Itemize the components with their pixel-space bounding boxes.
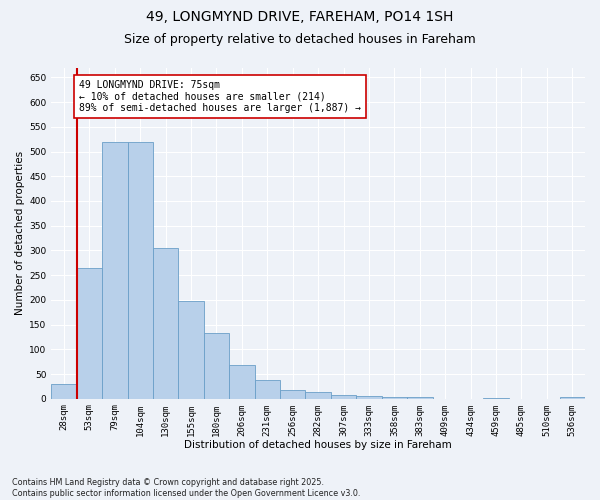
- X-axis label: Distribution of detached houses by size in Fareham: Distribution of detached houses by size …: [184, 440, 452, 450]
- Text: Contains HM Land Registry data © Crown copyright and database right 2025.
Contai: Contains HM Land Registry data © Crown c…: [12, 478, 361, 498]
- Bar: [51, 384, 77, 398]
- Bar: [280, 390, 305, 398]
- Bar: [128, 142, 153, 398]
- Bar: [407, 397, 433, 398]
- Bar: [356, 396, 382, 398]
- Bar: [382, 396, 407, 398]
- Bar: [254, 380, 280, 398]
- Bar: [77, 268, 102, 398]
- Bar: [204, 334, 229, 398]
- Bar: [560, 397, 585, 398]
- Bar: [178, 301, 204, 398]
- Text: 49 LONGMYND DRIVE: 75sqm
← 10% of detached houses are smaller (214)
89% of semi-: 49 LONGMYND DRIVE: 75sqm ← 10% of detach…: [79, 80, 361, 113]
- Bar: [331, 395, 356, 398]
- Bar: [229, 365, 254, 398]
- Text: Size of property relative to detached houses in Fareham: Size of property relative to detached ho…: [124, 32, 476, 46]
- Bar: [305, 392, 331, 398]
- Bar: [153, 248, 178, 398]
- Text: 49, LONGMYND DRIVE, FAREHAM, PO14 1SH: 49, LONGMYND DRIVE, FAREHAM, PO14 1SH: [146, 10, 454, 24]
- Bar: [102, 142, 128, 398]
- Y-axis label: Number of detached properties: Number of detached properties: [15, 151, 25, 315]
